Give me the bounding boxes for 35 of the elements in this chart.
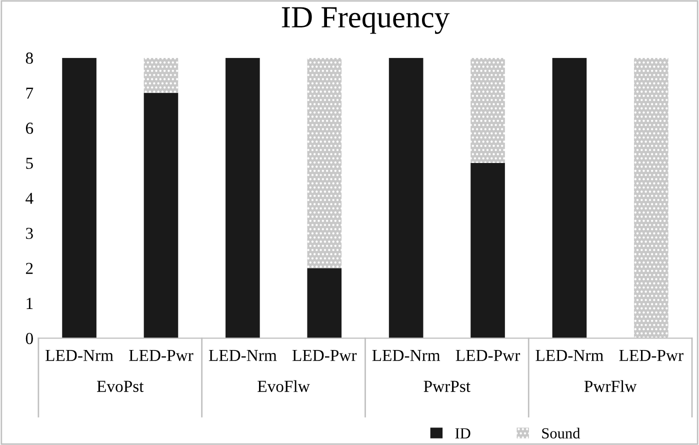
- x-tick-label: LED-Nrm: [208, 350, 277, 361]
- bar: [144, 92, 178, 338]
- y-tick-label: 6: [26, 122, 34, 134]
- y-tick-label: 4: [26, 192, 34, 204]
- bar: [470, 162, 505, 338]
- x-tick-label: LED-Nrm: [372, 350, 440, 361]
- y-tick-label: 8: [26, 52, 33, 64]
- y-tick-label: 1: [26, 298, 33, 309]
- legend-label: ID: [455, 428, 470, 438]
- x-tick-label: LED-Pwr: [619, 350, 684, 362]
- bar: [470, 58, 505, 163]
- bar: [62, 58, 96, 338]
- bar: [552, 58, 587, 338]
- bar: [226, 58, 260, 338]
- bar: [388, 58, 424, 338]
- x-tick-label: LED-Pwr: [129, 350, 194, 362]
- x-tick-label: LED-Pwr: [292, 350, 357, 362]
- x-tick-label: LED-Pwr: [456, 350, 520, 362]
- y-tick-label: 3: [26, 228, 33, 240]
- bar: [307, 58, 342, 268]
- y-tick-label: 0: [26, 332, 33, 344]
- y-tick-label: 5: [26, 158, 33, 169]
- x-tick-label: LED-Nrm: [46, 350, 114, 361]
- text: EvoPst: [97, 380, 144, 392]
- text: PwrPst: [424, 380, 470, 392]
- text: EvoFlw: [258, 380, 310, 392]
- y-tick-label: 2: [26, 262, 33, 274]
- bar: [307, 268, 342, 338]
- chart-title: ID Frequency: [282, 7, 450, 34]
- legend-label: Sound: [542, 428, 580, 438]
- text: PwrFlw: [584, 380, 637, 392]
- y-tick-label: 7: [26, 88, 34, 99]
- bar: [634, 58, 668, 338]
- bar: [144, 58, 178, 93]
- x-tick-label: LED-Nrm: [536, 350, 604, 361]
